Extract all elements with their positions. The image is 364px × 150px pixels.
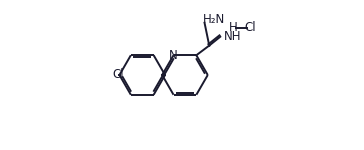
Text: Cl: Cl [244,21,256,34]
Text: H: H [229,21,237,34]
Text: H₂N: H₂N [203,13,226,26]
Text: NH: NH [224,30,241,43]
Text: N: N [169,49,178,62]
Text: Cl: Cl [112,69,124,81]
